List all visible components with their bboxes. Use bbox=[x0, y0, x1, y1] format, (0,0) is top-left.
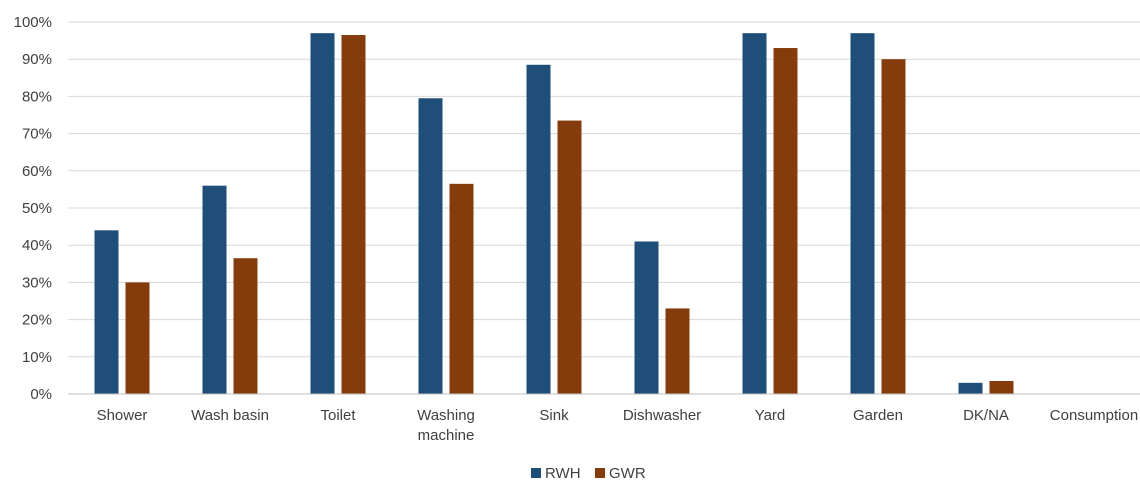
bar-gwr bbox=[233, 258, 258, 394]
y-axis: 0% 10% 20% 30% 40% 50% 60% 70% 80% 90% 100% bbox=[14, 14, 52, 403]
legend-label: GWR bbox=[609, 465, 646, 481]
bar-rwh bbox=[418, 98, 443, 394]
bar-rwh bbox=[310, 33, 335, 394]
x-tick-label: DK/NA bbox=[963, 407, 1009, 424]
y-tick-label: 10% bbox=[22, 349, 52, 366]
bar-rwh bbox=[94, 230, 119, 394]
y-tick-label: 30% bbox=[22, 274, 52, 291]
x-tick-label: Yard bbox=[755, 407, 786, 424]
x-tick-label: Consumption bbox=[1050, 407, 1138, 424]
x-tick-label-line: Sink bbox=[539, 407, 569, 424]
bar-gwr bbox=[773, 48, 798, 394]
x-tick-label: Toilet bbox=[320, 407, 356, 424]
legend-label: RWH bbox=[545, 465, 581, 481]
bar-gwr bbox=[125, 282, 150, 394]
y-tick-label: 50% bbox=[22, 200, 52, 217]
bar-gwr bbox=[665, 308, 690, 394]
x-axis: Shower Wash basin Toilet Washing machine Sink… bbox=[97, 407, 1139, 444]
y-tick-label: 40% bbox=[22, 237, 52, 254]
x-tick-label: Dishwasher bbox=[623, 407, 701, 424]
x-tick-label: Garden bbox=[853, 407, 903, 424]
x-tick-label-line: Garden bbox=[853, 407, 903, 424]
bars bbox=[94, 33, 1014, 395]
x-tick-label-line: Yard bbox=[755, 407, 786, 424]
x-tick-label: Washing machine bbox=[417, 407, 475, 444]
y-tick-label: 80% bbox=[22, 88, 52, 105]
x-tick-label-line: DK/NA bbox=[963, 407, 1009, 424]
x-tick-label-line: Toilet bbox=[320, 407, 356, 424]
legend-swatch bbox=[595, 468, 605, 478]
x-tick-label-line: Shower bbox=[97, 407, 148, 424]
bar-gwr bbox=[989, 380, 1014, 394]
x-tick-label-line: machine bbox=[418, 427, 475, 444]
x-tick-label: Sink bbox=[539, 407, 569, 424]
x-tick-label-line: Consumption bbox=[1050, 407, 1138, 424]
bar-gwr bbox=[557, 120, 582, 394]
bar-rwh bbox=[526, 64, 551, 394]
y-tick-label: 100% bbox=[14, 14, 52, 31]
legend: RWH GWR bbox=[531, 465, 646, 481]
x-tick-label-line: Dishwasher bbox=[623, 407, 701, 424]
bar-rwh bbox=[742, 33, 767, 394]
y-tick-label: 20% bbox=[22, 312, 52, 329]
x-tick-label: Wash basin bbox=[191, 407, 269, 424]
bar-rwh bbox=[958, 382, 983, 394]
x-tick-label: Shower bbox=[97, 407, 148, 424]
x-tick-label-line: Washing bbox=[417, 407, 475, 424]
y-tick-label: 60% bbox=[22, 163, 52, 180]
y-tick-label: 90% bbox=[22, 51, 52, 68]
bar-rwh bbox=[850, 33, 875, 394]
bar-gwr bbox=[881, 59, 906, 394]
y-tick-label: 70% bbox=[22, 126, 52, 143]
bar-gwr bbox=[449, 183, 474, 394]
y-tick-label: 0% bbox=[30, 386, 52, 403]
legend-item-gwr: GWR bbox=[595, 465, 646, 481]
gridlines bbox=[68, 21, 1140, 358]
legend-item-rwh: RWH bbox=[531, 465, 581, 481]
x-tick-label-line: Wash basin bbox=[191, 407, 269, 424]
legend-swatch bbox=[531, 468, 541, 478]
bar-gwr bbox=[341, 35, 366, 395]
bar-rwh bbox=[202, 185, 227, 394]
bar-rwh bbox=[634, 241, 659, 394]
